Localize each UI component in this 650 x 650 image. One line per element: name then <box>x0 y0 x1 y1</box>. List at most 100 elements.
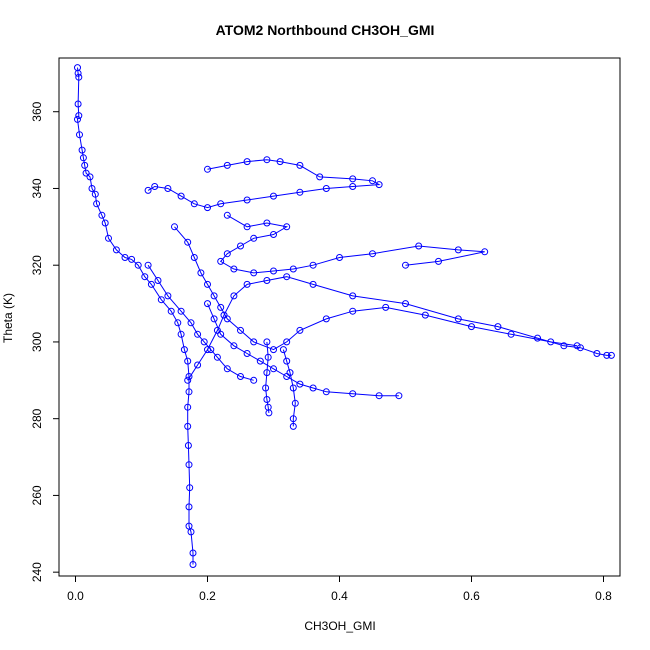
data-point <box>265 409 273 417</box>
y-tick-label: 340 <box>30 178 44 198</box>
data-point <box>81 161 89 169</box>
data-point <box>177 307 185 315</box>
series-line <box>187 276 612 381</box>
data-point <box>237 242 244 250</box>
data-point <box>573 342 581 350</box>
data-point <box>210 292 218 300</box>
data-point <box>93 200 101 208</box>
series-8 <box>144 261 258 384</box>
data-point <box>185 503 193 511</box>
data-point <box>560 342 568 350</box>
data-point <box>237 373 244 380</box>
data-point <box>217 257 225 265</box>
data-point <box>291 399 299 407</box>
data-point <box>184 442 192 449</box>
series-line <box>76 67 194 565</box>
series-layer <box>74 64 615 568</box>
data-point <box>270 365 277 373</box>
data-point <box>322 315 330 323</box>
data-point <box>223 365 231 373</box>
data-point <box>283 338 291 346</box>
data-point <box>243 350 251 357</box>
data-point <box>454 246 462 254</box>
data-point <box>210 315 218 323</box>
data-point <box>157 296 165 304</box>
y-axis: 240 260 280 300 320 340 360 <box>30 101 60 582</box>
data-point <box>349 390 357 398</box>
data-point <box>184 357 192 365</box>
data-point <box>316 173 324 181</box>
data-point <box>421 311 429 319</box>
series-line <box>147 159 381 209</box>
y-tick-label: 320 <box>30 255 44 275</box>
data-point <box>286 369 294 377</box>
data-point <box>375 181 383 189</box>
data-point <box>204 300 211 308</box>
data-point <box>204 280 211 288</box>
data-point <box>164 292 172 300</box>
data-point <box>223 161 231 169</box>
data-point <box>164 185 172 192</box>
data-point <box>283 273 291 281</box>
data-point <box>98 211 106 219</box>
data-point <box>270 267 277 275</box>
data-point <box>184 403 192 411</box>
data-point <box>141 273 149 281</box>
y-tick-label: 260 <box>30 485 44 505</box>
data-point <box>186 484 194 492</box>
data-point <box>101 219 109 227</box>
data-point <box>402 261 409 269</box>
data-point <box>289 422 297 430</box>
series-7 <box>171 223 581 354</box>
data-point <box>349 292 357 300</box>
data-point <box>309 261 317 269</box>
data-point <box>270 346 277 354</box>
data-point <box>296 188 304 196</box>
data-point <box>289 415 297 423</box>
data-point <box>263 369 271 377</box>
data-point <box>369 250 376 258</box>
data-point <box>197 269 205 277</box>
data-point <box>223 211 231 219</box>
data-point <box>167 307 175 315</box>
data-point <box>184 376 192 384</box>
data-point <box>593 350 601 357</box>
data-point <box>230 342 238 350</box>
series-1 <box>184 273 615 384</box>
data-point <box>204 204 211 212</box>
data-point <box>369 177 376 185</box>
data-point <box>481 248 489 256</box>
data-point <box>134 261 142 269</box>
data-point <box>207 346 215 354</box>
data-point <box>270 231 277 238</box>
data-point <box>270 192 277 200</box>
data-point <box>74 69 82 77</box>
data-point <box>177 330 185 338</box>
data-point <box>154 277 162 284</box>
x-tick-label: 0.0 <box>67 589 84 603</box>
data-point <box>75 112 83 120</box>
x-tick-label: 0.6 <box>463 589 480 603</box>
series-2 <box>144 156 383 212</box>
data-point <box>88 185 96 192</box>
data-point <box>230 292 238 300</box>
series-line <box>207 303 399 397</box>
data-point <box>74 115 81 123</box>
series-line <box>219 214 485 274</box>
series-5 <box>262 338 273 417</box>
data-point <box>263 277 271 284</box>
data-point <box>144 261 152 269</box>
data-point <box>264 353 272 361</box>
data-point <box>151 183 159 190</box>
data-point <box>296 161 304 169</box>
data-point <box>194 330 202 338</box>
data-point <box>217 303 225 311</box>
data-point <box>382 303 390 311</box>
data-point <box>250 269 258 277</box>
data-point <box>296 380 304 388</box>
y-tick-label: 280 <box>30 408 44 428</box>
data-point <box>185 461 193 469</box>
data-point <box>86 173 94 181</box>
data-point <box>177 192 185 200</box>
data-point <box>243 158 251 166</box>
